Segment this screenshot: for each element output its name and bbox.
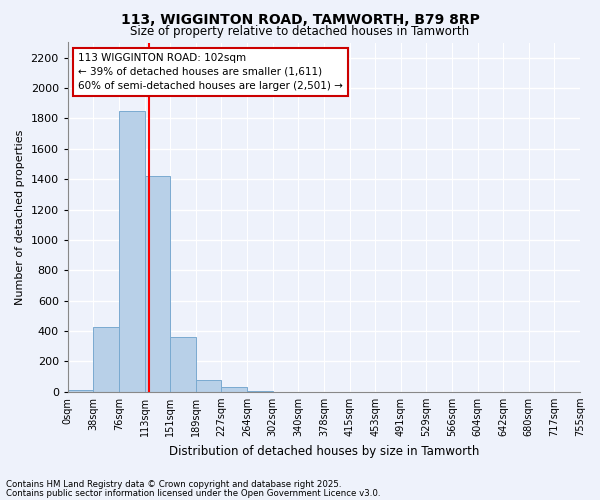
Bar: [94, 326, 119, 392]
Y-axis label: Number of detached properties: Number of detached properties: [15, 130, 25, 305]
X-axis label: Distribution of detached houses by size in Tamworth: Distribution of detached houses by size …: [169, 444, 479, 458]
Bar: [170, 337, 196, 392]
Text: Contains HM Land Registry data © Crown copyright and database right 2025.: Contains HM Land Registry data © Crown c…: [6, 480, 341, 489]
Text: Contains public sector information licensed under the Open Government Licence v3: Contains public sector information licen…: [6, 488, 380, 498]
Text: 113 WIGGINTON ROAD: 102sqm
← 39% of detached houses are smaller (1,611)
60% of s: 113 WIGGINTON ROAD: 102sqm ← 39% of deta…: [78, 53, 343, 91]
Bar: [145, 176, 170, 392]
Text: Size of property relative to detached houses in Tamworth: Size of property relative to detached ho…: [130, 25, 470, 38]
Bar: [119, 111, 145, 392]
Bar: [221, 387, 247, 392]
Bar: [247, 391, 272, 392]
Bar: [68, 390, 94, 392]
Bar: [196, 380, 221, 392]
Text: 113, WIGGINTON ROAD, TAMWORTH, B79 8RP: 113, WIGGINTON ROAD, TAMWORTH, B79 8RP: [121, 12, 479, 26]
